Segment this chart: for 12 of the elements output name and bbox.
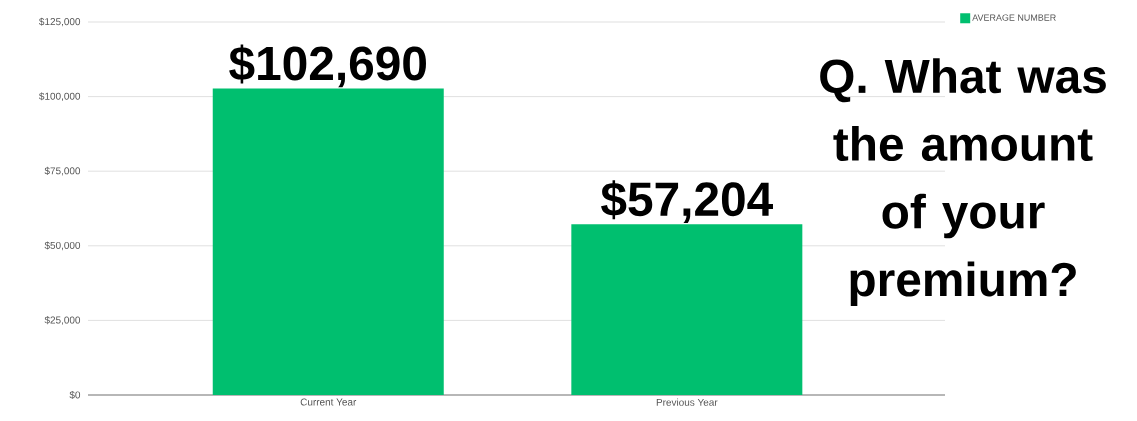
- y-tick-label: $50,000: [44, 241, 81, 251]
- data-label: $102,690: [229, 44, 426, 88]
- annotation: Q. What was the amount of your premium?: [820, 58, 1106, 307]
- x-tick-label: Current Year: [300, 398, 357, 406]
- y-tick-label: $125,000: [39, 17, 81, 27]
- x-tick-label: Previous Year: [656, 398, 718, 406]
- data-label: $57,204: [601, 180, 773, 224]
- y-tick-label: $25,000: [44, 316, 81, 325]
- y-tick-label: $100,000: [39, 92, 81, 101]
- y-tick-label: $75,000: [44, 166, 81, 176]
- legend-label: AVERAGE NUMBER: [972, 14, 1056, 21]
- y-tick-label: $0: [69, 390, 81, 400]
